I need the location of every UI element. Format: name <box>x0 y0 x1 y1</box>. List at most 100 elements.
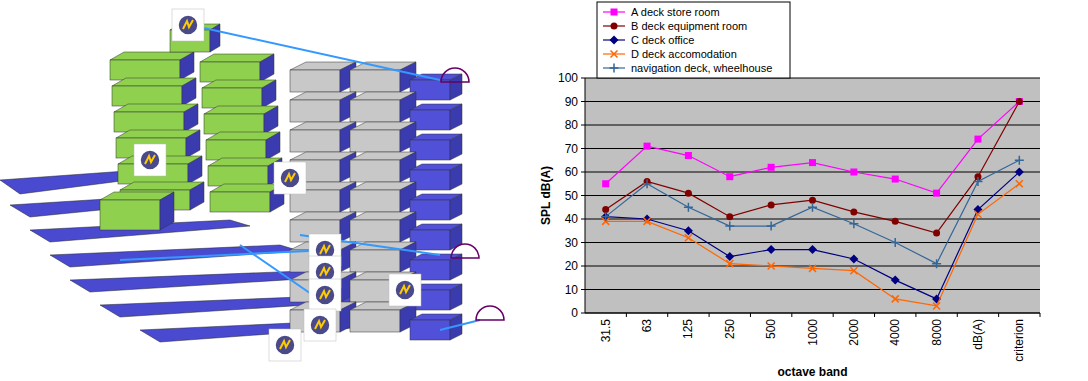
source-icon <box>134 144 166 176</box>
series-marker <box>974 211 981 218</box>
block-front <box>208 166 268 186</box>
x-tick-label: criterion <box>1012 319 1026 362</box>
series-marker <box>932 259 941 268</box>
x-tick-label: 125 <box>681 319 695 339</box>
icon-disc <box>280 168 300 188</box>
series-marker <box>685 234 692 241</box>
x-tick <box>998 313 999 317</box>
legend-marker <box>611 51 618 58</box>
grid-line <box>585 125 1040 126</box>
series-marker <box>809 197 816 204</box>
legend-label: C deck office <box>631 34 694 46</box>
block-front <box>350 160 400 182</box>
block-side <box>262 80 276 108</box>
block-side <box>184 104 198 132</box>
x-tick-label: dB(A) <box>971 319 985 350</box>
model-block <box>204 106 278 134</box>
x-tick <box>1040 313 1041 317</box>
deck-plate <box>50 245 300 267</box>
icon-bolt <box>320 267 330 276</box>
x-tick <box>915 313 916 317</box>
x-tick <box>833 313 834 317</box>
source-icon <box>269 329 301 361</box>
block-side <box>188 156 202 184</box>
icon-bolt <box>285 173 295 182</box>
source-icon <box>304 309 336 341</box>
model-block <box>100 192 174 230</box>
block-side <box>190 182 204 210</box>
series-marker <box>767 222 776 231</box>
y-tick <box>581 195 585 196</box>
model-block <box>206 132 280 160</box>
series-marker <box>973 205 982 214</box>
source-icon <box>309 279 341 311</box>
model-block <box>350 122 416 152</box>
series-marker <box>850 208 857 215</box>
y-tick <box>581 289 585 290</box>
series-marker <box>768 201 775 208</box>
x-axis-title: octave band <box>777 365 847 379</box>
series-marker <box>892 295 899 302</box>
grid-line <box>585 313 1040 314</box>
block-front <box>210 192 270 212</box>
icon-bolt <box>320 290 330 299</box>
block-side <box>450 284 462 310</box>
icon-disc <box>310 315 330 335</box>
series-marker <box>808 245 817 254</box>
ship-model-illustration <box>0 9 504 361</box>
block-side <box>264 106 278 134</box>
model-block <box>110 52 194 80</box>
legend-marker <box>610 36 619 45</box>
y-tick-label: 10 <box>565 283 579 297</box>
y-tick <box>581 125 585 126</box>
block-side <box>260 54 274 82</box>
series-marker <box>933 230 940 237</box>
model-block <box>350 212 416 242</box>
icon-bg <box>134 144 166 176</box>
grid-line <box>585 289 1040 290</box>
series-marker <box>891 276 900 285</box>
block-side <box>182 78 196 106</box>
model-block <box>290 62 356 92</box>
block-side <box>450 74 462 100</box>
path-line <box>120 250 330 260</box>
series-marker <box>1015 168 1024 177</box>
y-tick-label: 50 <box>565 189 579 203</box>
legend-label: navigation deck, wheelhouse <box>631 62 772 74</box>
series-marker <box>685 190 692 197</box>
model-block <box>210 184 284 212</box>
y-axis-title: SPL dB(A) <box>539 166 553 225</box>
plot-marks <box>601 98 1024 309</box>
block-top <box>110 52 194 60</box>
source-icon <box>172 9 204 41</box>
y-tick <box>581 219 585 220</box>
x-tick-label: 250 <box>723 319 737 339</box>
y-tick-label: 20 <box>565 259 579 273</box>
block-top <box>120 182 204 190</box>
legend-label: A deck store room <box>631 6 720 18</box>
series-marker <box>1016 98 1023 105</box>
series-marker <box>933 190 940 197</box>
block-side <box>186 130 200 158</box>
block-front <box>350 100 400 122</box>
series-marker <box>933 302 940 309</box>
x-tick-label: 500 <box>764 319 778 339</box>
block-front <box>350 130 400 152</box>
x-tick <box>791 313 792 317</box>
y-tick <box>581 148 585 149</box>
y-tick-label: 40 <box>565 212 579 226</box>
model-block <box>114 104 198 132</box>
path-line <box>440 320 480 330</box>
block-front <box>112 86 182 106</box>
model-block <box>290 92 356 122</box>
icon-bolt <box>145 155 155 164</box>
receiver-icon <box>451 244 479 258</box>
series-marker <box>726 213 733 220</box>
grid-line <box>585 266 1040 267</box>
series-marker <box>808 203 817 212</box>
y-tick-label: 90 <box>565 95 579 109</box>
series-marker <box>726 173 733 180</box>
series-marker <box>725 222 734 231</box>
model-block <box>290 122 356 152</box>
series-marker <box>726 260 733 267</box>
